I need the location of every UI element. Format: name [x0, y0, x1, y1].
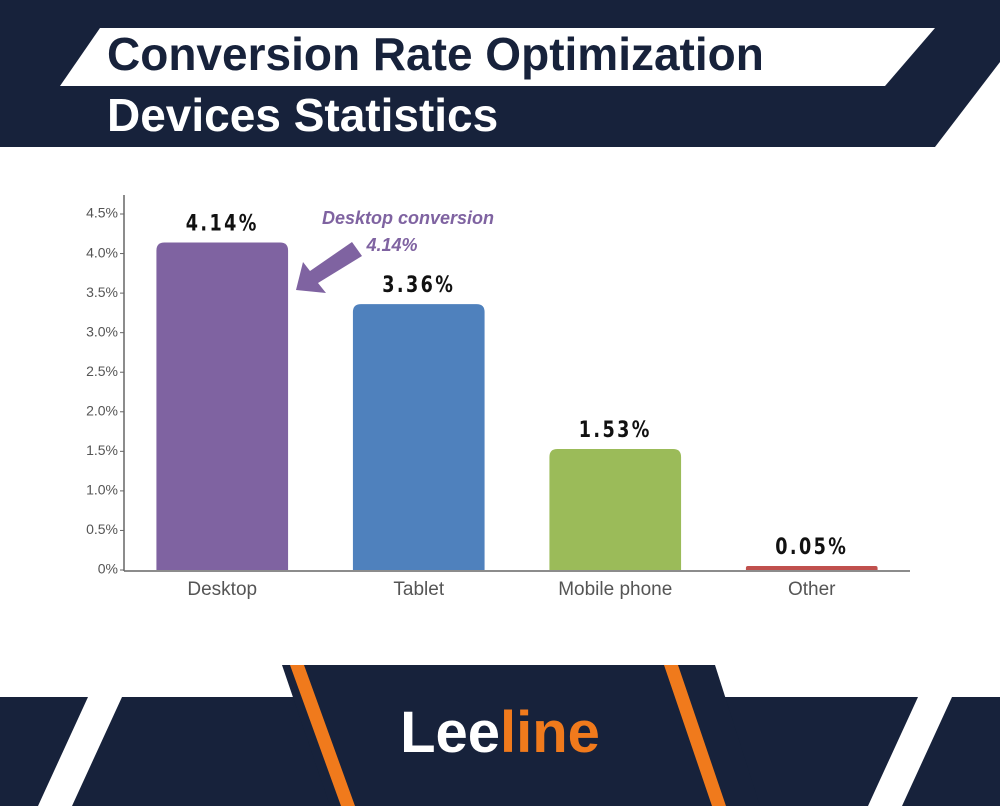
bar — [745, 566, 878, 570]
bar — [156, 242, 289, 571]
brand-part: Lee — [400, 700, 500, 765]
y-tick-label: 2.0% — [86, 402, 118, 418]
y-tick-label: 0.5% — [86, 521, 118, 537]
y-tick-label: 0% — [98, 561, 118, 577]
footer-stripe — [664, 665, 726, 806]
y-tick-label: 3.5% — [86, 284, 118, 300]
footer-center — [282, 665, 760, 806]
footer-stripe — [290, 665, 355, 806]
footer-slant — [868, 697, 952, 806]
annotation-text: Desktop conversion — [322, 208, 494, 228]
value-label: 0.05% — [775, 534, 848, 559]
brand-logo: Leeline — [400, 700, 600, 765]
annotation-arrow — [296, 242, 362, 293]
x-tick-label: Tablet — [393, 579, 444, 600]
y-tick-label: 1.0% — [86, 482, 118, 498]
y-tick-label: 4.5% — [86, 205, 118, 221]
x-tick-label: Mobile phone — [558, 579, 672, 600]
value-label: 1.53% — [579, 417, 652, 442]
chart-subtitle: Devices Statistics — [107, 89, 498, 141]
brand-part: line — [500, 700, 600, 765]
footer-slant — [38, 697, 122, 806]
y-tick-label: 3.0% — [86, 323, 118, 339]
y-tick-label: 2.5% — [86, 363, 118, 379]
x-tick-label: Other — [788, 579, 836, 600]
y-tick-label: 4.0% — [86, 244, 118, 260]
bar — [352, 304, 485, 570]
value-label: 3.36% — [382, 272, 455, 297]
annotation-text: 4.14% — [365, 235, 417, 255]
title-plate — [60, 28, 935, 86]
chart-title: Conversion Rate Optimization — [107, 28, 764, 80]
bar — [549, 448, 682, 570]
value-label: 4.14% — [186, 211, 259, 236]
x-tick-label: Desktop — [187, 579, 257, 600]
y-tick-label: 1.5% — [86, 442, 118, 458]
